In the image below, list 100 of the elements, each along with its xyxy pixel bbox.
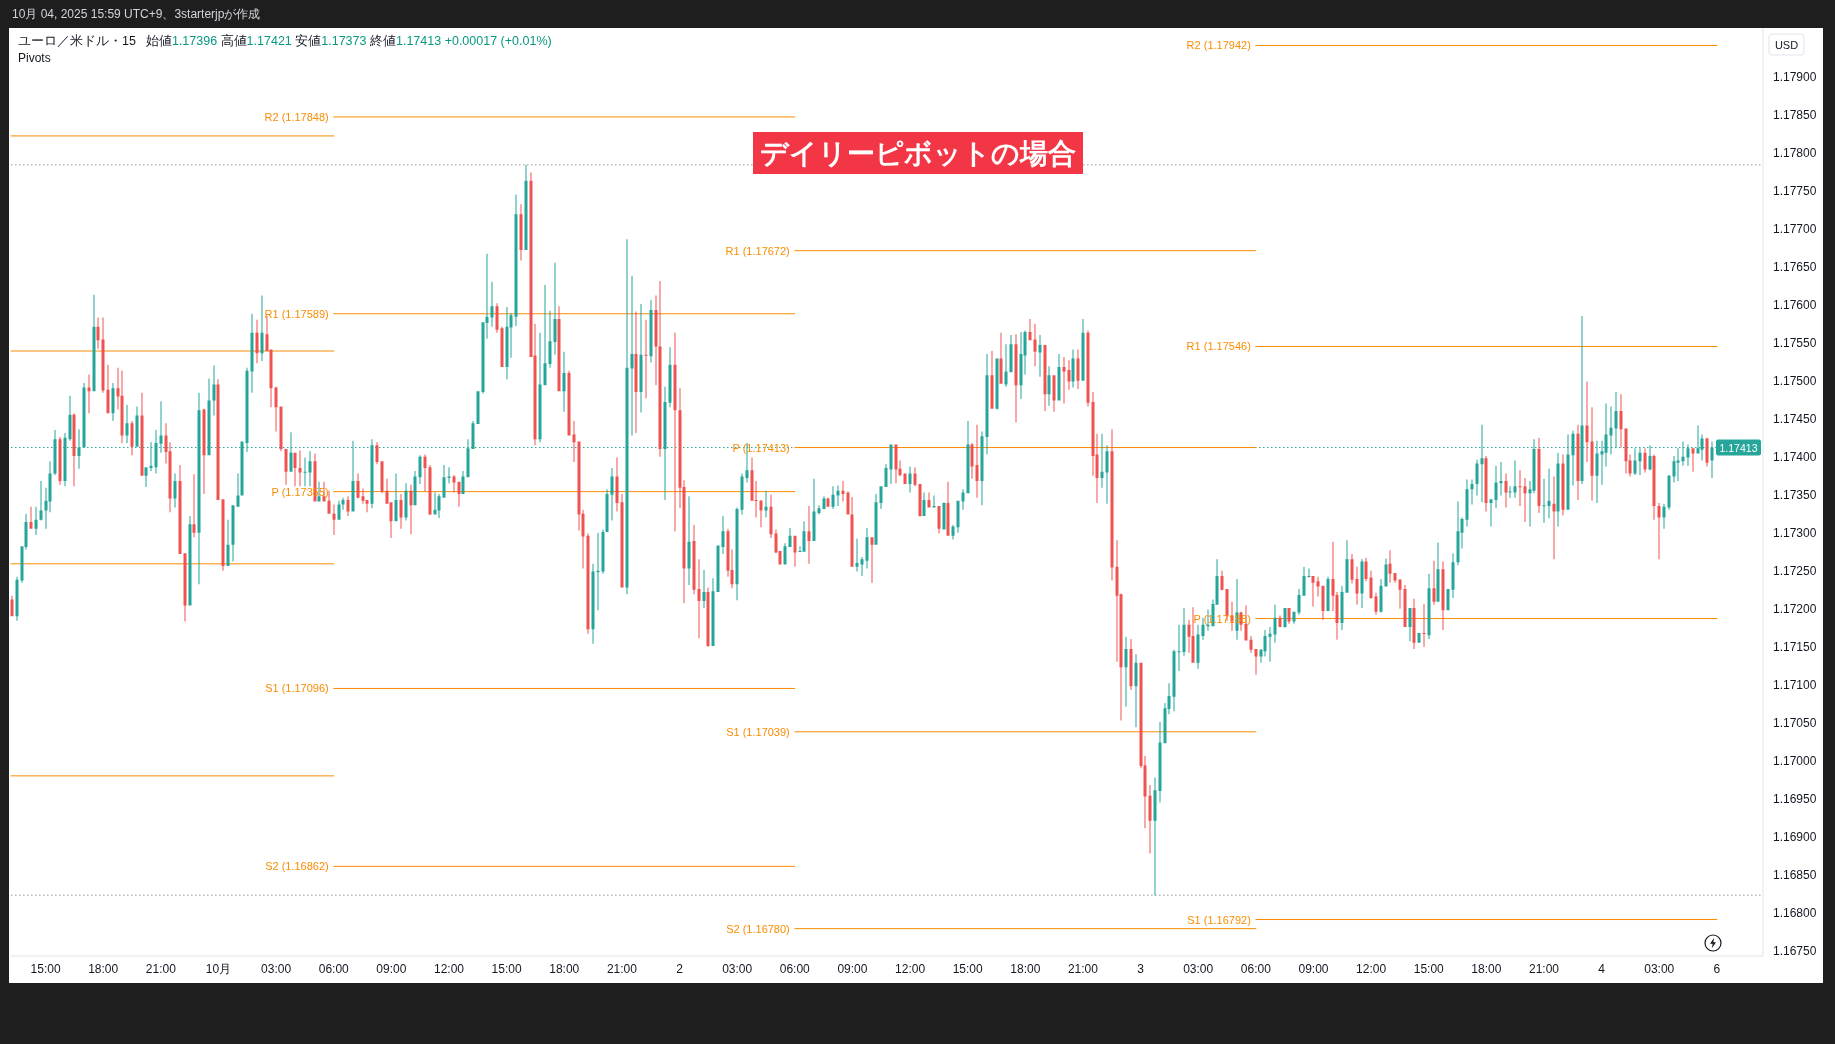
series-label: P (1.17413) <box>732 441 790 454</box>
x-tick-label: 18:00 <box>549 962 580 976</box>
text: ユーロ／米ドル・15 <box>18 34 136 48</box>
x-tick-label: 12:00 <box>433 962 465 976</box>
series-label: R2 (1.17848) <box>264 110 329 123</box>
candlestick <box>870 537 874 583</box>
x-tick-label: 06:00 <box>1240 962 1272 976</box>
x-tick-label: 18:00 <box>1471 962 1502 976</box>
y-tick-label: 1.17600 <box>1773 298 1817 313</box>
x-tick-label: 09:00 <box>837 962 868 976</box>
y-tick-label: 1.17350 <box>1773 488 1817 503</box>
x-tick-label: 15:00 <box>1413 962 1445 976</box>
candlestick <box>1552 476 1556 560</box>
candlestick <box>1691 448 1695 472</box>
x-tick-label: 18:00 <box>1010 962 1041 976</box>
series-label: S1 (1.17096) <box>265 682 329 695</box>
y-tick-label: 1.17450 <box>1773 412 1817 427</box>
candlestick <box>1062 357 1066 404</box>
x-tick-label: 12:00 <box>895 962 926 976</box>
x-tick-label: 15:00 <box>491 962 522 976</box>
x-tick-label: 21:00 <box>1067 962 1099 976</box>
x-tick-label: 3 <box>1137 962 1145 976</box>
x-tick-label: 15:00 <box>30 962 61 976</box>
y-tick-label: 1.17200 <box>1773 602 1817 617</box>
candlestick <box>630 275 634 436</box>
series-label: R1 (1.17672) <box>725 244 790 257</box>
y-tick-label: 1.17650 <box>1773 260 1817 275</box>
x-tick-label: 21:00 <box>606 962 638 976</box>
y-tick-label: 1.17700 <box>1773 222 1817 237</box>
candlestick <box>1268 626 1272 662</box>
x-tick-label: 03:00 <box>722 962 753 976</box>
y-axis-title: USD <box>1774 38 1799 51</box>
candlestick <box>1307 568 1311 578</box>
candlestick <box>1499 461 1503 496</box>
y-tick-label: 1.16850 <box>1773 868 1817 883</box>
candlestick <box>841 480 845 502</box>
x-tick-label: 03:00 <box>1183 962 1214 976</box>
series-label: S2 (1.16862) <box>265 860 329 873</box>
x-tick-label: 21:00 <box>1528 962 1560 976</box>
series-label: R1 (1.17589) <box>264 307 329 320</box>
candlestick <box>855 538 859 572</box>
x-tick-label: 10月 <box>205 962 232 976</box>
candlestick <box>192 474 196 538</box>
candlestick <box>1513 460 1517 498</box>
candlestick <box>1422 604 1426 647</box>
y-tick-label: 1.16800 <box>1773 906 1817 921</box>
x-tick-label: 03:00 <box>261 962 292 976</box>
series-label: S1 (1.16792) <box>1187 913 1251 926</box>
candlestick <box>87 374 91 414</box>
candlestick <box>807 506 811 564</box>
y-tick-label: 1.17750 <box>1773 184 1817 199</box>
x-tick-label: 09:00 <box>376 962 407 976</box>
y-tick-label: 1.16900 <box>1773 830 1817 845</box>
x-tick-label: 21:00 <box>145 962 177 976</box>
y-tick-label: 1.17300 <box>1773 526 1817 541</box>
annotation: デイリーピボットの場合 <box>760 137 1076 169</box>
y-tick-label: 1.17100 <box>1773 678 1817 693</box>
series-label: S2 (1.16780) <box>726 922 790 935</box>
x-tick-label: 2 <box>676 962 684 976</box>
x-tick-label: 09:00 <box>1298 962 1329 976</box>
candlestick <box>298 450 302 487</box>
y-tick-label: 1.17900 <box>1773 70 1817 85</box>
text: 10月 04, 2025 15:59 UTC+9、3starterjpが作成 <box>12 7 261 21</box>
y-tick-label: 1.17800 <box>1773 146 1817 161</box>
y-tick-label: 1.16750 <box>1773 944 1817 959</box>
candlestick <box>932 495 936 508</box>
x-tick-label: 12:00 <box>1356 962 1387 976</box>
x-tick-label: 06:00 <box>779 962 811 976</box>
series-label: R2 (1.17942) <box>1186 39 1251 52</box>
candlestick <box>1177 624 1181 671</box>
y-tick-label: 1.17850 <box>1773 108 1817 123</box>
series-label: R1 (1.17546) <box>1186 340 1251 353</box>
y-tick-label: 1.17400 <box>1773 450 1817 465</box>
y-tick-label: 1.17500 <box>1773 374 1817 389</box>
x-tick-label: 4 <box>1598 962 1606 976</box>
y-tick-label: 1.17250 <box>1773 564 1817 579</box>
candlestick <box>1542 478 1546 523</box>
candlestick <box>447 467 451 484</box>
x-tick-label: 6 <box>1713 962 1721 976</box>
candlestick <box>644 319 648 399</box>
candlestick <box>1489 499 1493 527</box>
candlestick <box>596 532 600 611</box>
candlestick <box>1508 486 1512 498</box>
candlestick <box>1518 470 1522 507</box>
annotation: Pivots <box>18 51 51 65</box>
candlestick <box>303 457 307 487</box>
y-tick-label: 1.17000 <box>1773 754 1817 769</box>
candlestick <box>1547 468 1551 519</box>
candlestick <box>1100 433 1104 488</box>
series-label: S1 (1.17039) <box>726 725 790 738</box>
y-tick-label: 1.17050 <box>1773 716 1817 731</box>
y-tick-label: 1.16950 <box>1773 792 1817 807</box>
text: 始値1.17396 高値1.17421 安値1.17373 終値1.17413 +0.00017 (+0.01%) <box>145 34 552 48</box>
x-tick-label: 03:00 <box>1644 962 1675 976</box>
x-tick-label: 15:00 <box>952 962 984 976</box>
candlestick <box>1676 448 1680 481</box>
x-tick-label: 18:00 <box>88 962 119 976</box>
y-tick-label: 1.17550 <box>1773 336 1817 351</box>
candlestick <box>149 442 153 472</box>
x-tick-label: 06:00 <box>318 962 350 976</box>
